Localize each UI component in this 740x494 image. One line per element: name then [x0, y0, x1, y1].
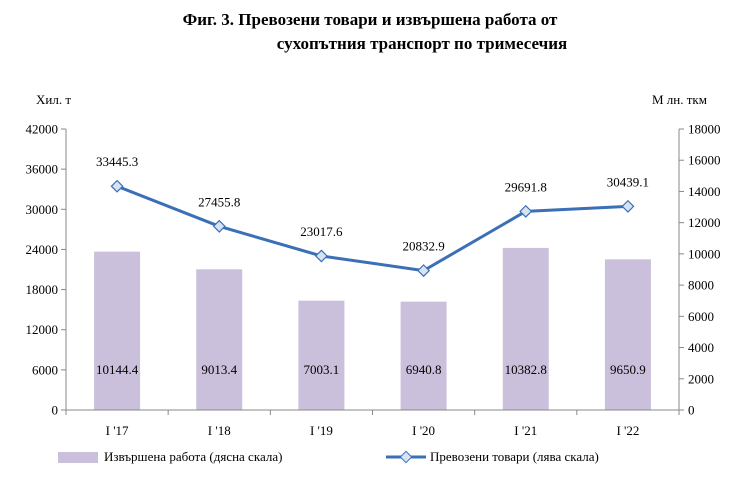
legend-line-swatch	[386, 450, 426, 464]
right-tick-label: 2000	[688, 371, 714, 386]
bar-data-label: 7003.1	[304, 362, 340, 377]
left-tick-label: 30000	[26, 202, 59, 217]
x-tick-label: I '20	[412, 423, 435, 438]
line-data-label: 20832.9	[402, 239, 444, 254]
left-tick-label: 0	[52, 403, 59, 418]
right-axis-label: М лн. ткм	[652, 92, 707, 107]
legend-bar-label: Извършена работа (дясна скала)	[104, 449, 283, 464]
x-tick-label: I '18	[208, 423, 231, 438]
x-tick-label: I '22	[616, 423, 639, 438]
legend-line-label: Превозени товари (лява скала)	[430, 449, 599, 464]
bar	[502, 247, 549, 410]
bar-data-label: 10382.8	[505, 362, 547, 377]
left-tick-label: 42000	[26, 122, 59, 137]
line-data-label: 30439.1	[607, 174, 649, 189]
right-tick-label: 18000	[688, 122, 721, 137]
line-point	[212, 219, 226, 233]
legend-bar-swatch	[58, 451, 98, 463]
line-data-label: 29691.8	[505, 179, 547, 194]
line-data-label: 23017.6	[300, 224, 343, 239]
left-tick-label: 24000	[26, 242, 59, 257]
right-tick-label: 16000	[688, 153, 721, 168]
right-tick-label: 14000	[688, 184, 721, 199]
bar-data-label: 9650.9	[610, 362, 646, 377]
bar	[196, 269, 243, 410]
bar	[94, 251, 141, 410]
line-data-label: 33445.3	[96, 154, 138, 169]
line-point	[314, 249, 328, 263]
x-tick-label: I '21	[514, 423, 537, 438]
bar	[298, 300, 345, 410]
left-tick-label: 12000	[26, 322, 59, 337]
chart-title-line1: Фиг. 3. Превозени товари и извършена раб…	[182, 10, 558, 29]
right-tick-label: 0	[688, 403, 695, 418]
x-tick-label: I '17	[106, 423, 129, 438]
right-tick-label: 8000	[688, 278, 714, 293]
line-point	[417, 264, 431, 278]
line-series	[116, 184, 628, 273]
right-tick-label: 10000	[688, 246, 721, 261]
chart-title-line2: сухопътния транспорт по тримесечия	[276, 34, 568, 53]
right-tick-label: 6000	[688, 309, 714, 324]
legend-item-line: Превозени товари (лява скала)	[386, 449, 599, 465]
bar-data-label: 10144.4	[96, 362, 139, 377]
line-data-label: 27455.8	[198, 194, 240, 209]
line-point	[621, 199, 635, 213]
bar	[604, 259, 651, 410]
x-tick-label: I '19	[310, 423, 333, 438]
left-tick-label: 18000	[26, 282, 59, 297]
right-tick-label: 4000	[688, 340, 714, 355]
line-point	[519, 204, 533, 218]
right-tick-label: 12000	[688, 215, 721, 230]
bar	[400, 301, 447, 410]
left-axis-label: Хил. т	[36, 92, 72, 107]
bar-data-label: 6940.8	[406, 362, 442, 377]
left-tick-label: 6000	[32, 362, 58, 377]
legend-item-bars: Извършена работа (дясна скала)	[58, 449, 282, 465]
bar-data-label: 9013.4	[201, 362, 237, 377]
left-tick-label: 36000	[26, 162, 59, 177]
line-point	[110, 179, 124, 193]
